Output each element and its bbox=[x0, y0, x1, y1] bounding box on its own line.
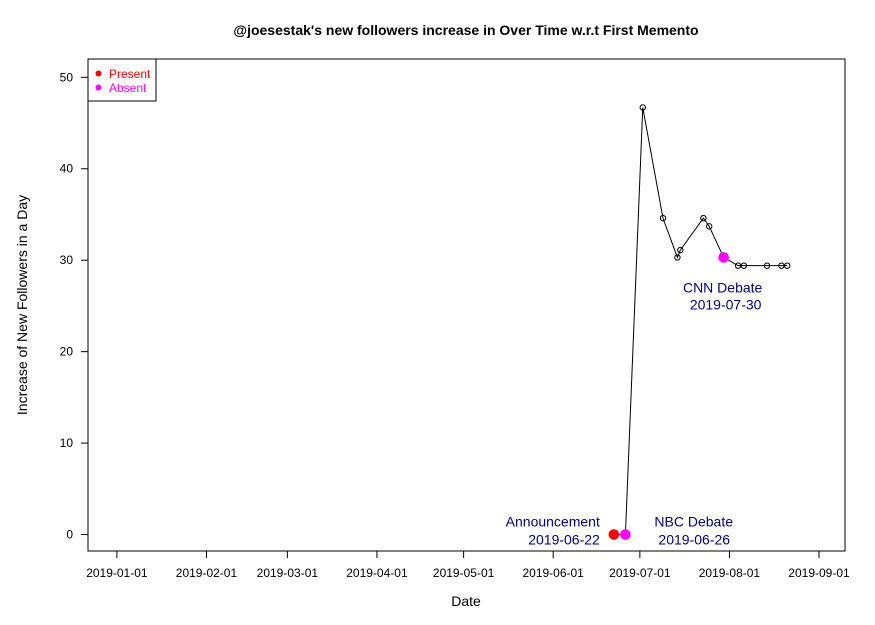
x-tick-label: 2019-08-01 bbox=[699, 566, 761, 580]
x-tick-label: 2019-06-01 bbox=[522, 566, 584, 580]
annotation-event-name: CNN Debate bbox=[683, 279, 763, 295]
data-point bbox=[639, 104, 646, 111]
x-tick-label: 2019-07-01 bbox=[609, 566, 671, 580]
legend-box bbox=[87, 58, 157, 102]
absent-marker bbox=[718, 252, 729, 263]
series-line bbox=[613, 107, 788, 536]
annotation-event-date: 2019-06-22 bbox=[528, 532, 600, 548]
y-tick-label: 0 bbox=[66, 528, 73, 542]
data-point bbox=[659, 214, 667, 222]
x-tick-label: 2019-05-01 bbox=[433, 566, 495, 580]
y-axis-title: Increase of New Followers in a Day bbox=[14, 195, 30, 415]
data-point bbox=[740, 262, 748, 269]
x-tick-label: 2019-09-01 bbox=[788, 566, 850, 580]
legend-label-absent: Absent bbox=[109, 81, 147, 95]
annotation-event-date: 2019-06-26 bbox=[658, 532, 730, 548]
y-axis: 0 10 20 30 40 50 bbox=[60, 70, 89, 542]
y-tick-label: 40 bbox=[60, 162, 74, 176]
highlight-layer bbox=[608, 252, 729, 540]
annotation-layer: Announcement 2019-06-22 NBC Debate 2019-06-… bbox=[506, 279, 763, 547]
y-tick-label: 20 bbox=[60, 345, 74, 359]
data-point bbox=[706, 223, 713, 230]
data-point bbox=[674, 254, 681, 261]
legend: Present Absent bbox=[87, 58, 157, 102]
y-tick-label: 10 bbox=[60, 436, 74, 450]
legend-swatch-present bbox=[95, 70, 102, 77]
x-axis: 2019-01-01 2019-02-01 2019-03-01 2019-04-01… bbox=[86, 550, 850, 580]
chart-title: @joesestak's new followers increase in O… bbox=[233, 22, 698, 38]
x-tick-label: 2019-02-01 bbox=[176, 566, 238, 580]
absent-marker bbox=[620, 529, 631, 540]
present-marker bbox=[608, 529, 620, 540]
series-layer bbox=[610, 104, 791, 538]
y-tick-label: 50 bbox=[60, 70, 74, 84]
data-point bbox=[700, 214, 707, 222]
data-point bbox=[763, 262, 771, 269]
x-axis-title: Date bbox=[451, 593, 481, 609]
x-tick-label: 2019-01-01 bbox=[86, 566, 148, 580]
annotation-event-date: 2019-07-30 bbox=[690, 296, 762, 312]
annotation-event-name: NBC Debate bbox=[654, 514, 733, 530]
x-tick-label: 2019-03-01 bbox=[257, 566, 319, 580]
legend-swatch-absent bbox=[95, 84, 102, 91]
annotation-event-name: Announcement bbox=[506, 514, 600, 530]
data-point bbox=[784, 262, 791, 269]
data-point bbox=[677, 246, 684, 254]
legend-label-present: Present bbox=[109, 67, 151, 81]
x-tick-label: 2019-04-01 bbox=[346, 566, 408, 580]
y-tick-label: 30 bbox=[60, 253, 74, 267]
